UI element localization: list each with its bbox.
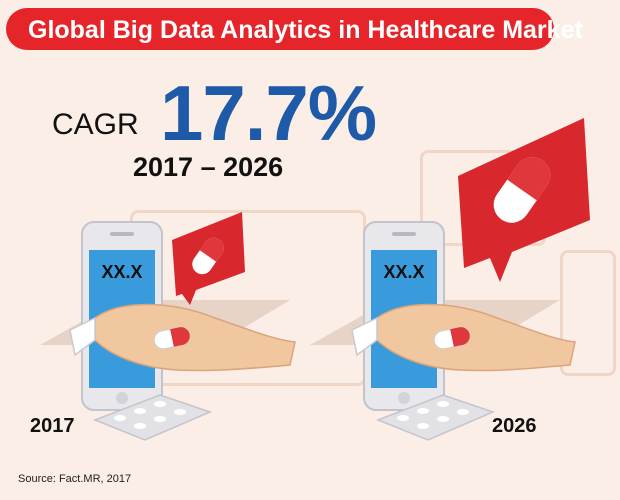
year-group-2026: XX.X (310, 118, 590, 441)
cagr-label: CAGR (52, 108, 139, 141)
value-label-2017: XX.X (101, 262, 142, 282)
title-banner: Global Big Data Analytics in Healthcare … (6, 8, 583, 50)
capsule-icon (493, 157, 551, 223)
chart-title: Global Big Data Analytics in Healthcare … (28, 16, 583, 44)
background-decoration (560, 250, 616, 376)
capsule-icon (433, 326, 471, 350)
source-note: Source: Fact.MR, 2017 (18, 473, 132, 485)
capsule-icon (153, 326, 191, 350)
year-group-2017: XX.X (40, 212, 296, 441)
speech-bubble-icon (458, 118, 590, 282)
forecast-period: 2017 – 2026 (133, 152, 284, 182)
pill-blister-icon (92, 394, 213, 441)
hand-icon (69, 303, 296, 372)
value-label-2026: XX.X (383, 262, 424, 282)
year-label-2017: 2017 (30, 415, 75, 437)
year-label-2026: 2026 (492, 415, 537, 437)
speech-bubble-icon (172, 212, 245, 305)
cagr-value: 17.7% (160, 69, 377, 157)
hand-icon (351, 303, 576, 372)
capsule-icon (192, 237, 224, 275)
pill-blister-icon (375, 394, 496, 441)
